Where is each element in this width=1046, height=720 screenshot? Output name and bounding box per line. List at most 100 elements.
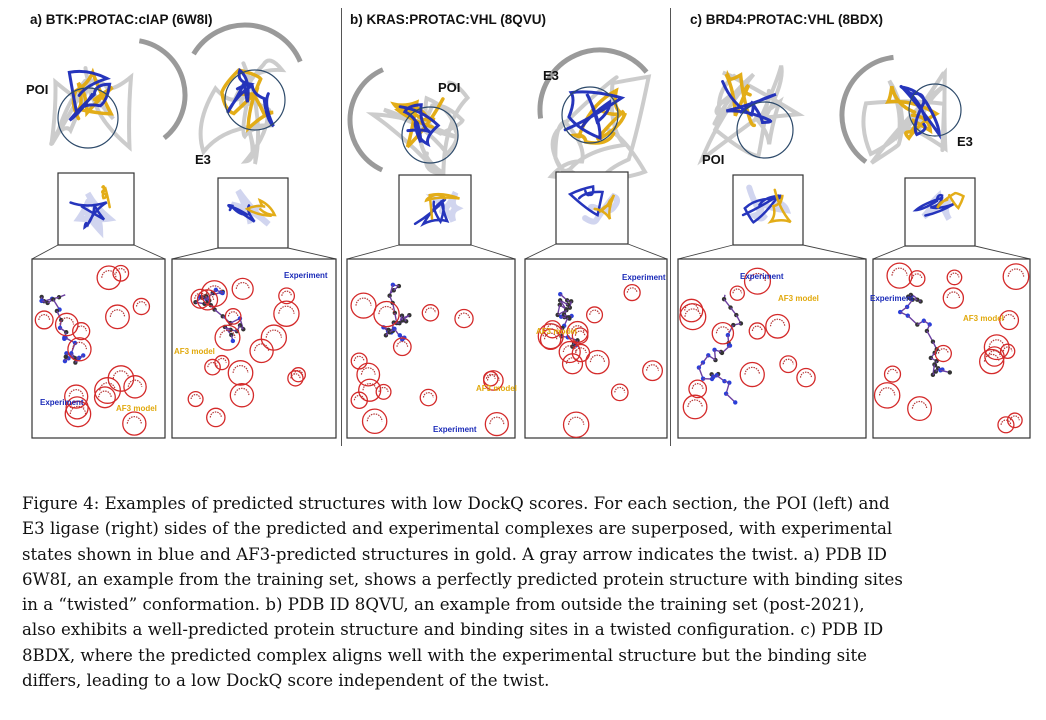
ligand-atom <box>56 295 62 300</box>
residue-contact-circle <box>290 367 306 383</box>
residue-contact-circle <box>67 337 92 362</box>
residue-contact-circle <box>227 360 254 386</box>
zoom-connector <box>524 243 557 260</box>
residue-contact-circle <box>112 264 130 282</box>
ligand-atom <box>564 298 570 303</box>
residue-contact-circle <box>64 400 92 428</box>
hydrophobic-arc <box>135 301 147 307</box>
hydrophobic-arc <box>457 312 471 319</box>
residue-contact-circle <box>571 343 591 363</box>
ligand-atom <box>557 302 562 308</box>
binding-site-circle <box>57 87 119 149</box>
af3-ribbon <box>884 85 940 141</box>
residue-contact-circle <box>229 383 255 408</box>
ligand-af3 <box>593 194 616 220</box>
hydrophobic-arc <box>209 411 222 418</box>
binding-site-circle <box>736 101 794 159</box>
hydrophobic-arc <box>115 268 127 274</box>
hydrophobic-arc <box>75 325 87 332</box>
residue-contact-circle <box>93 386 116 409</box>
hydrophobic-arc <box>878 387 896 396</box>
ligand-atom <box>193 299 198 305</box>
residue-contact-circle <box>739 361 765 388</box>
panel-b-right-af3-label: AF3 model <box>536 327 577 336</box>
residue-contact-circle <box>373 300 400 328</box>
residue-contact-circle <box>883 365 902 383</box>
zoom-connector <box>802 244 867 260</box>
ligand-atom <box>390 282 396 287</box>
residue-contact-circle <box>999 343 1016 359</box>
panel-a-poi-label: POI <box>26 82 49 97</box>
hydrophobic-arc <box>281 290 292 296</box>
binding-site-circle <box>224 69 286 131</box>
hydrophobic-arc <box>396 340 409 347</box>
experiment-ribbon <box>563 90 626 141</box>
interaction-diagram-box <box>31 258 166 439</box>
hydrophobic-arc <box>422 392 434 398</box>
residue-contact-circle <box>34 310 54 330</box>
residue-contact-circle <box>688 379 708 399</box>
interaction-diagram-box <box>346 258 516 439</box>
hydrophobic-arc <box>988 350 1001 357</box>
hydrophobic-arc <box>691 383 704 389</box>
hydrophobic-arc <box>1007 268 1025 277</box>
twist-arrow <box>191 22 303 63</box>
panel-b-e3-label: E3 <box>543 68 559 83</box>
twist-arrow <box>138 38 188 141</box>
interaction-diagram-box <box>677 258 867 439</box>
hydrophobic-arc <box>353 394 365 401</box>
ligand-af3 <box>244 197 277 218</box>
zoom-connector <box>974 245 1031 260</box>
panel-b-left-af3-label: AF3 model <box>476 384 517 393</box>
hydrophobic-arc <box>290 373 301 379</box>
residue-contact-circle <box>132 297 151 316</box>
panel-c-left-experiment-label: Experiment <box>740 272 784 281</box>
panel-divider <box>670 8 671 446</box>
panel-a-left-experiment-label: Experiment <box>40 398 84 407</box>
panel-b-left-experiment-label: Experiment <box>433 425 477 434</box>
zoom-connector <box>470 244 516 260</box>
hydrophobic-arc <box>206 285 223 294</box>
hydrophobic-arc <box>749 272 766 282</box>
hydrophobic-arc <box>891 267 908 276</box>
residue-contact-circle <box>610 383 629 402</box>
figure-4: a) BTK:PROTAC:cIAP (6W8I) b) KRAS:PROTAC… <box>26 8 1031 446</box>
panel-c-poi-label: POI <box>702 152 725 167</box>
hydrophobic-arc <box>574 330 586 336</box>
residue-contact-circle <box>558 340 581 364</box>
hydrophobic-arc <box>68 389 84 397</box>
residue-contact-circle <box>64 384 89 409</box>
hydrophobic-arc <box>542 328 559 337</box>
residue-contact-circle <box>287 370 304 387</box>
residue-contact-circle <box>356 362 381 387</box>
residue-contact-circle <box>907 396 933 422</box>
hydrophobic-arc <box>112 370 130 379</box>
hydrophobic-arc <box>59 317 75 325</box>
hydrophobic-arc <box>278 305 295 314</box>
panel-c-e3-label: E3 <box>957 134 973 149</box>
residue-contact-circle <box>94 377 121 404</box>
zoom-connector <box>133 244 166 260</box>
hydrophobic-arc <box>589 309 600 315</box>
residue-contact-circle <box>392 337 412 357</box>
zoom-connector <box>677 244 734 260</box>
hydrophobic-arc <box>489 416 505 425</box>
hydrophobic-arc <box>219 329 236 338</box>
residue-contact-circle <box>796 367 816 388</box>
panel-b-poi-label: POI <box>438 80 461 95</box>
residue-contact-circle <box>214 324 241 351</box>
residue-contact-circle <box>779 355 798 374</box>
hydrophobic-arc <box>949 272 960 278</box>
zoom-connector <box>872 245 906 260</box>
hydrophobic-arc <box>254 343 270 351</box>
residue-contact-circle <box>979 348 1005 375</box>
panel-b-right-experiment-label: Experiment <box>622 273 666 282</box>
hydrophobic-arc <box>799 371 813 378</box>
hydrophobic-arc <box>614 386 626 393</box>
hydrophobic-arc <box>684 308 702 317</box>
hydrophobic-arc <box>366 413 383 422</box>
ligand-experiment <box>741 194 783 224</box>
hydrophobic-arc <box>565 357 580 364</box>
hydrophobic-arc <box>546 323 559 330</box>
figure-caption: Figure 4: Examples of predicted structur… <box>22 491 1024 693</box>
